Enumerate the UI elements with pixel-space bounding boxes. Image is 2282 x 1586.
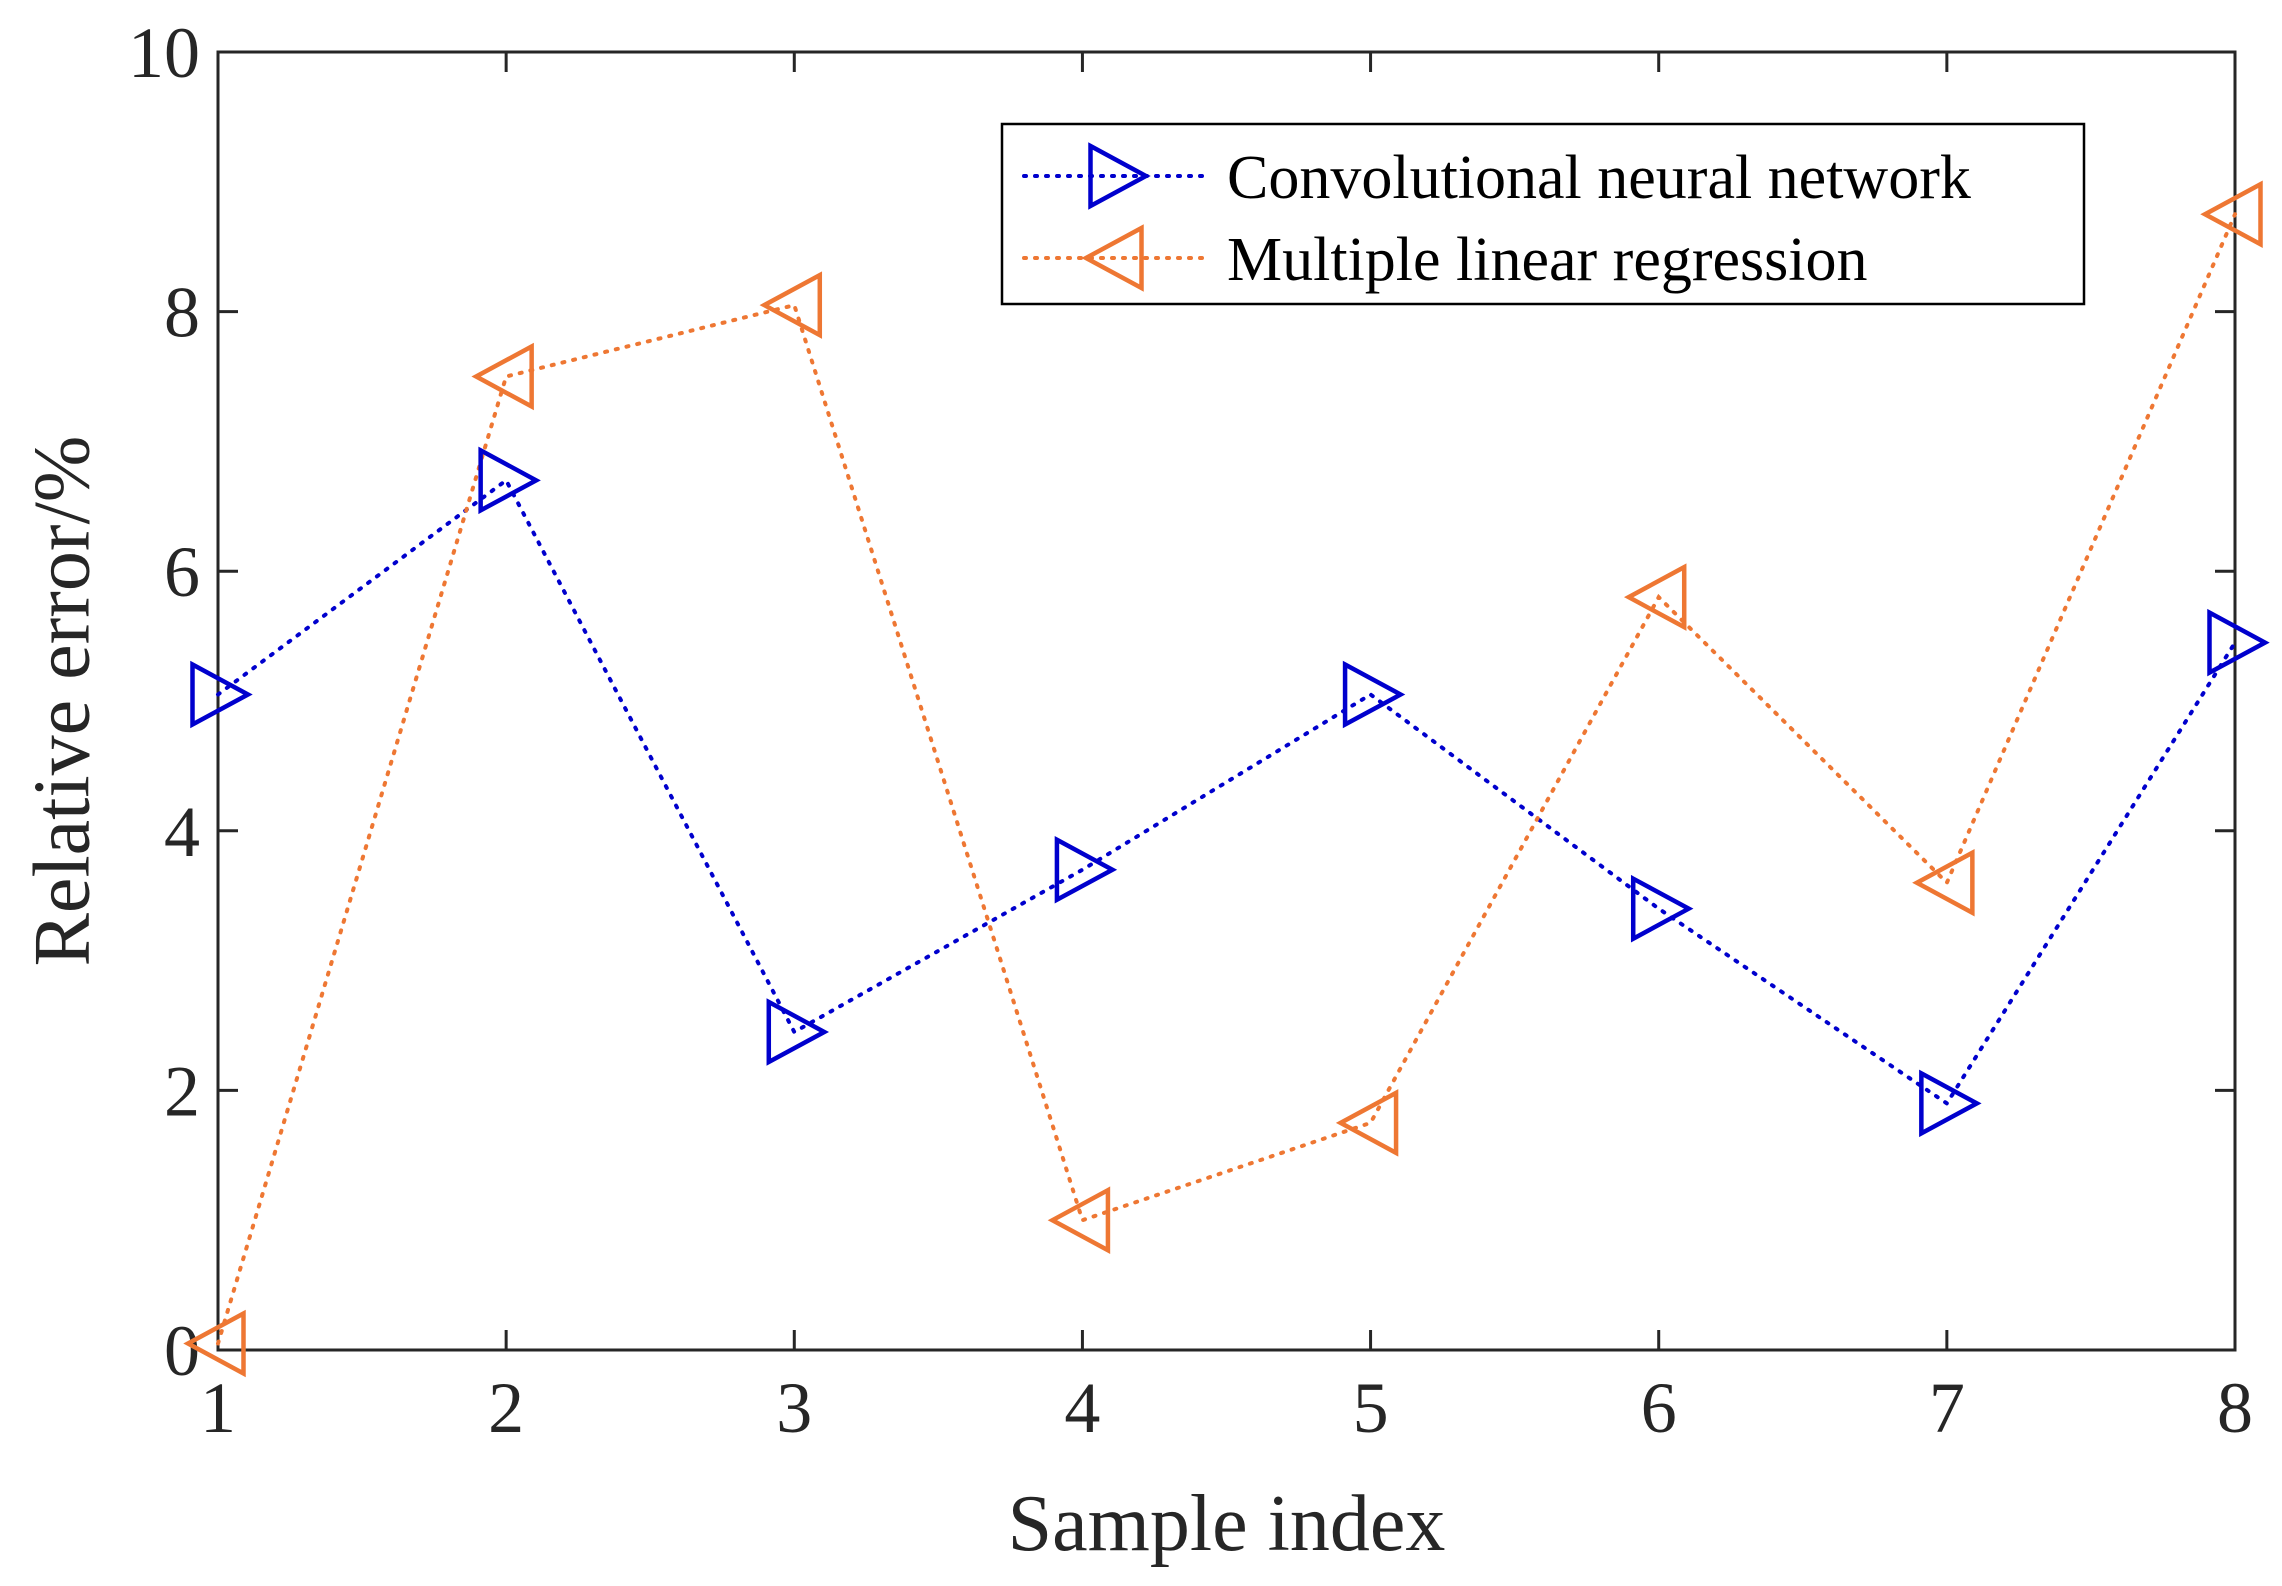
x-tick-label: 6	[1641, 1368, 1677, 1448]
data-point-series-2	[183, 1309, 246, 1378]
data-point-series-1	[1919, 1069, 1982, 1138]
y-tick-label: 2	[164, 1051, 200, 1131]
legend-entries: Convolutional neural network Multiple lin…	[1022, 142, 1971, 294]
data-point-series-1	[1630, 874, 1694, 943]
y-tick-label: 6	[164, 532, 200, 612]
data-point-series-2	[471, 342, 534, 411]
data-point-series-1	[478, 446, 541, 515]
x-tick-label: 3	[776, 1368, 812, 1448]
x-tick-label: 7	[1929, 1368, 1965, 1448]
x-tick-label: 8	[2217, 1368, 2253, 1448]
legend-label: Convolutional neural network	[1227, 144, 1971, 212]
x-tick-label: 1	[200, 1368, 236, 1448]
y-tick-label: 4	[164, 792, 200, 872]
legend-label: Multiple linear regression	[1227, 226, 1868, 294]
legend-entry: Multiple linear regression	[1022, 224, 1868, 294]
x-axis-title: Sample index	[1008, 1480, 1446, 1568]
series-line-2	[216, 212, 2237, 1346]
series-markers	[183, 180, 2270, 1378]
data-point-series-2	[2200, 180, 2263, 249]
x-tick-label: 5	[1353, 1368, 1389, 1448]
data-point-series-1	[1054, 835, 1118, 904]
legend-marker-swatch	[1088, 142, 1151, 210]
y-tick-label: 0	[164, 1311, 200, 1391]
legend-box	[1000, 122, 2086, 306]
y-axis-tick-labels: 0 2 4 6 8 10	[128, 13, 200, 1391]
data-point-series-2	[1912, 848, 1975, 917]
legend-marker-swatch	[1081, 224, 1144, 292]
data-point-series-2	[1623, 563, 1687, 631]
axis-ticks	[216, 50, 2237, 1352]
series-lines	[216, 212, 2237, 1346]
data-point-series-1	[2207, 608, 2270, 677]
data-point-series-1	[766, 998, 830, 1066]
x-tick-label: 2	[488, 1368, 524, 1448]
y-axis-title: Relative error/%	[18, 436, 106, 967]
data-point-series-2	[1335, 1089, 1399, 1157]
y-tick-label: 10	[128, 13, 200, 93]
series-line-1	[216, 477, 2237, 1107]
data-point-series-1	[1342, 660, 1406, 729]
data-point-series-2	[1047, 1186, 1111, 1254]
x-tick-label: 4	[1064, 1368, 1100, 1448]
legend: Convolutional neural network Multiple lin…	[1000, 122, 2086, 306]
x-axis-tick-labels: 1 2 3 4 5 6 7 8	[200, 1368, 2253, 1448]
data-point-series-1	[190, 660, 253, 729]
legend-entry: Convolutional neural network	[1022, 142, 1971, 212]
plot-area-frame	[216, 50, 2237, 1352]
data-point-series-2	[759, 271, 823, 339]
y-tick-label: 8	[164, 273, 200, 353]
